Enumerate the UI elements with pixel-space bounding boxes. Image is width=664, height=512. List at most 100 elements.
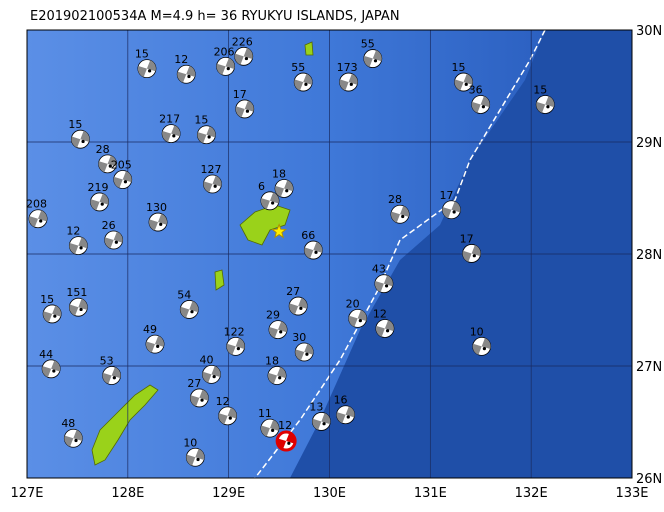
ball-quadrant	[104, 231, 123, 249]
depth-label: 6	[258, 180, 265, 193]
ball-dot	[322, 422, 326, 426]
epicenter-star	[271, 223, 288, 239]
ball-dot	[52, 369, 56, 373]
ball-dot	[172, 134, 176, 138]
depth-label: 12	[278, 419, 292, 432]
ball-quadrant	[269, 321, 288, 338]
focal-mechanism	[218, 406, 237, 426]
focal-mechanism	[148, 212, 168, 232]
focal-mechanism	[311, 412, 331, 431]
depth-label: 36	[469, 83, 483, 96]
focal-mechanism	[442, 200, 461, 220]
depth-label: 127	[200, 163, 221, 176]
depth-label: 18	[272, 167, 286, 180]
ball-quadrant	[348, 310, 367, 327]
ball-quadrant	[137, 60, 156, 78]
depth-label: 10	[183, 436, 197, 449]
lat-label: 29N	[636, 136, 662, 151]
ball-dot	[287, 441, 291, 445]
ball-dot	[271, 428, 275, 433]
focal-mechanism	[472, 336, 492, 356]
depth-label: 17	[233, 88, 247, 101]
focal-mechanism	[235, 99, 255, 119]
ball-dot	[546, 105, 550, 109]
depth-label: 17	[460, 232, 474, 245]
focal-mechanism	[339, 72, 358, 92]
focal-mechanism	[348, 308, 368, 328]
ball-quadrant	[462, 245, 481, 262]
focal-mechanism	[375, 319, 395, 338]
focal-mechanism	[176, 64, 196, 84]
ball-quadrant	[234, 47, 253, 65]
ball-quadrant	[216, 58, 235, 75]
ball-quadrant	[203, 175, 222, 193]
ball-dot	[190, 310, 194, 314]
focal-mechanism	[267, 366, 287, 385]
depth-label: 27	[187, 377, 201, 390]
ball-quadrant	[375, 320, 394, 337]
ball-dot	[299, 306, 303, 310]
ball-dot	[472, 254, 476, 258]
lon-label: 132E	[515, 486, 548, 501]
depth-label: 40	[199, 353, 213, 366]
ball-quadrant	[391, 205, 410, 223]
depth-label: 20	[346, 297, 360, 310]
focal-mechanism	[303, 240, 323, 260]
ball-dot	[373, 59, 378, 63]
depth-label: 15	[452, 61, 466, 74]
depth-label: 15	[40, 293, 54, 306]
ball-quadrant	[43, 305, 62, 323]
depth-label: 206	[214, 45, 235, 58]
depth-label: 55	[291, 61, 305, 74]
depth-label: 151	[66, 286, 87, 299]
depth-label: 28	[388, 193, 402, 206]
depth-label: 17	[439, 189, 453, 202]
ball-quadrant	[339, 73, 358, 91]
ball-quadrant	[90, 193, 109, 211]
depth-label: 55	[361, 38, 375, 51]
focal-mechanism	[260, 191, 280, 211]
focal-mechanism	[471, 95, 491, 114]
depth-label: 10	[470, 325, 484, 338]
depth-label: 12	[373, 307, 387, 320]
focal-mechanism	[336, 405, 355, 425]
focal-mechanism	[98, 154, 117, 174]
focal-mechanism	[42, 304, 62, 324]
ball-quadrant	[42, 360, 61, 378]
focal-mechanism	[113, 170, 133, 189]
ball-dot	[304, 82, 308, 86]
ball-quadrant	[29, 210, 48, 228]
ball-dot	[207, 135, 211, 139]
ball-quadrant	[190, 389, 209, 407]
ball-quadrant	[294, 73, 313, 91]
ball-quadrant	[277, 432, 296, 450]
lon-label: 133E	[615, 486, 648, 501]
ball-dot	[244, 56, 249, 61]
title: E201902100534A M=4.9 h= 36 RYUKYU ISLAND…	[30, 9, 400, 24]
ball-dot	[279, 330, 283, 334]
focal-mechanism	[274, 179, 294, 198]
ball-dot	[74, 438, 78, 443]
ball-quadrant	[260, 192, 279, 210]
depth-label: 122	[224, 325, 245, 338]
ball-quadrant	[235, 100, 254, 118]
focal-mechanism	[390, 204, 410, 224]
ball-quadrant	[162, 125, 181, 142]
ball-dot	[200, 398, 204, 402]
focal-mechanism	[104, 230, 124, 250]
ball-dot	[212, 375, 216, 379]
focal-mechanism	[161, 124, 181, 144]
ball-dot	[53, 314, 57, 318]
focal-mechanism	[137, 59, 157, 79]
depth-label: 66	[301, 229, 315, 242]
ball-quadrant	[69, 298, 88, 316]
focal-mechanism	[216, 57, 235, 76]
depth-label: 15	[533, 83, 547, 96]
lon-label: 130E	[313, 486, 346, 501]
ball-dot	[112, 376, 116, 380]
focal-mechanism	[293, 72, 313, 92]
ball-dot	[79, 246, 83, 250]
depth-label: 15	[194, 114, 208, 127]
ball-quadrant	[304, 241, 323, 259]
